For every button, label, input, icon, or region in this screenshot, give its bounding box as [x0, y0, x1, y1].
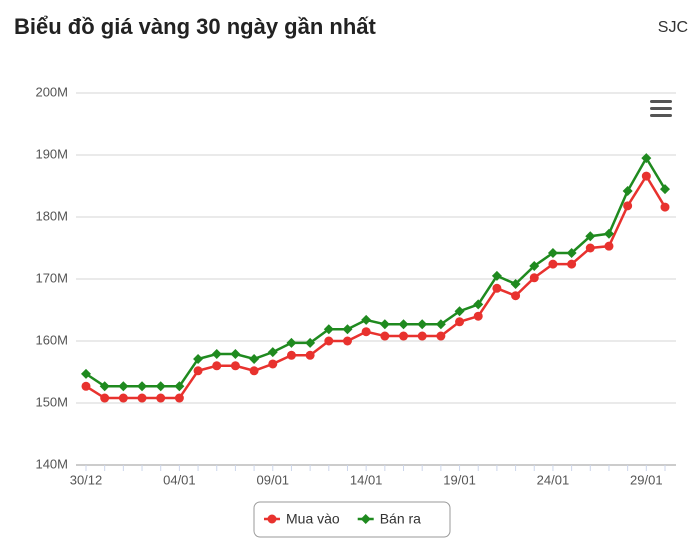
legend-marker — [267, 514, 277, 524]
menu-button[interactable] — [650, 100, 672, 117]
x-tick-label: 29/01 — [630, 472, 663, 487]
point — [585, 231, 596, 242]
point — [492, 283, 502, 293]
y-tick-label: 180M — [35, 208, 68, 223]
point — [473, 299, 484, 310]
point — [267, 347, 278, 358]
point — [249, 353, 260, 364]
point — [436, 331, 446, 341]
chart-subtitle: SJC — [658, 19, 688, 36]
point — [268, 359, 278, 369]
point — [286, 337, 297, 348]
point — [137, 393, 147, 403]
point — [324, 336, 334, 346]
point — [193, 366, 203, 376]
legend-box — [253, 501, 451, 538]
point — [473, 311, 483, 321]
series-line — [85, 155, 667, 388]
point — [305, 337, 316, 348]
point — [604, 241, 614, 251]
point — [511, 291, 521, 301]
point — [118, 381, 129, 392]
y-tick-label: 160M — [35, 332, 68, 347]
point — [623, 201, 633, 211]
point — [99, 381, 110, 392]
point — [379, 319, 390, 330]
point — [156, 393, 166, 403]
legend-item[interactable]: Mua vào — [264, 511, 340, 527]
point — [100, 393, 110, 403]
chart-title: Biểu đồ giá vàng 30 ngày gần nhất — [14, 14, 377, 39]
legend-label: Bán ra — [380, 511, 421, 527]
point — [211, 349, 222, 360]
point — [323, 324, 334, 335]
point — [380, 331, 390, 341]
point — [567, 259, 577, 269]
series-line — [85, 173, 667, 400]
point — [641, 153, 652, 164]
menu-bar — [650, 107, 672, 110]
y-tick-label: 190M — [35, 146, 68, 161]
x-tick-label: 14/01 — [350, 472, 383, 487]
point — [529, 273, 539, 283]
point — [435, 319, 446, 330]
point — [510, 278, 521, 289]
legend-label: Mua vào — [286, 511, 340, 527]
point — [660, 184, 670, 195]
point — [548, 259, 558, 269]
point — [603, 228, 614, 239]
point — [622, 185, 633, 196]
point — [417, 319, 428, 330]
point — [137, 381, 148, 392]
point — [212, 361, 222, 371]
point — [361, 314, 372, 325]
y-tick-label: 150M — [35, 394, 68, 409]
point — [193, 353, 204, 364]
y-tick-label: 140M — [35, 456, 68, 471]
x-tick-label: 24/01 — [537, 472, 570, 487]
point — [249, 366, 259, 376]
point — [286, 350, 296, 360]
point — [81, 381, 91, 391]
x-tick-label: 04/01 — [163, 472, 196, 487]
x-tick-label: 09/01 — [257, 472, 290, 487]
point — [529, 260, 540, 271]
x-tick-label: 19/01 — [443, 472, 476, 487]
point — [417, 331, 427, 341]
point — [566, 247, 577, 258]
point — [342, 336, 352, 346]
point — [361, 327, 371, 337]
legend-marker — [360, 514, 371, 524]
point — [455, 317, 465, 327]
y-tick-label: 200M — [35, 84, 68, 99]
point — [399, 331, 409, 341]
point — [81, 368, 91, 379]
point — [230, 361, 240, 371]
point — [305, 350, 315, 360]
legend-item[interactable]: Bán ra — [357, 511, 421, 527]
point — [641, 171, 651, 181]
point — [230, 349, 241, 360]
point — [491, 270, 502, 281]
menu-bar — [650, 100, 672, 103]
point — [454, 306, 465, 317]
point — [660, 202, 670, 212]
point — [398, 319, 409, 330]
menu-bar — [650, 114, 672, 117]
point — [585, 243, 595, 253]
x-tick-label: 30/12 — [70, 472, 103, 487]
point — [155, 381, 166, 392]
y-tick-label: 170M — [35, 270, 68, 285]
point — [174, 393, 184, 403]
point — [174, 381, 185, 392]
point — [547, 247, 558, 258]
point — [342, 324, 353, 335]
point — [118, 393, 128, 403]
